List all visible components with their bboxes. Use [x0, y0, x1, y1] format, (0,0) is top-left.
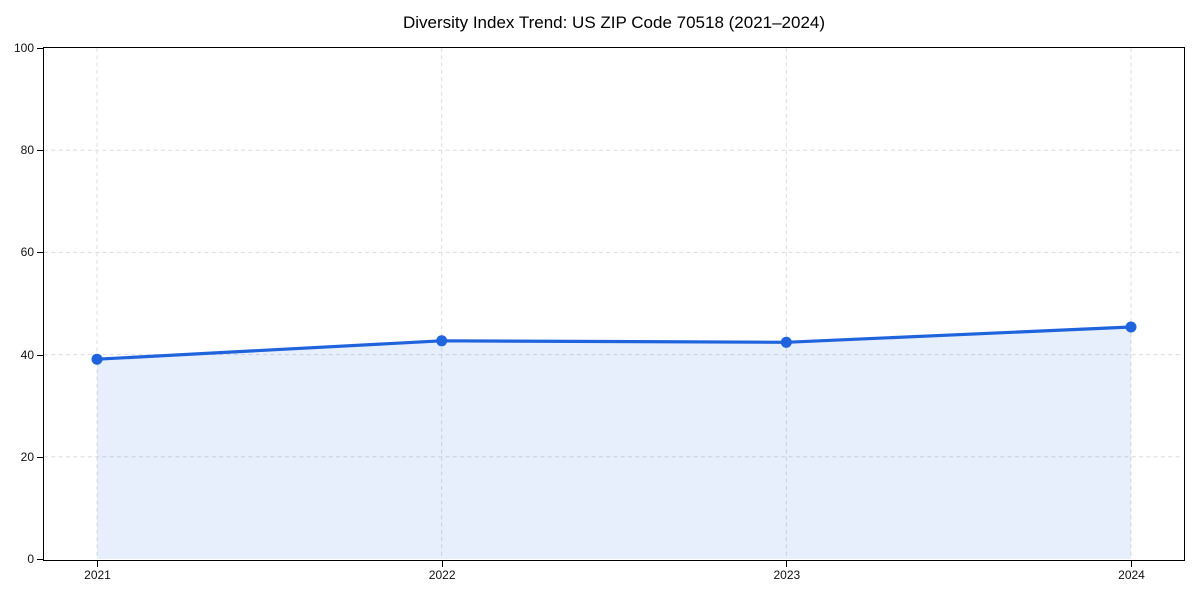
y-tick-mark — [37, 252, 43, 254]
y-tick-mark — [37, 47, 43, 50]
plot-area — [43, 47, 1185, 561]
x-tick-mark — [1130, 561, 1133, 567]
x-tick-label: 2022 — [428, 568, 456, 582]
y-tick-mark — [37, 150, 43, 152]
x-tick-label: 2021 — [84, 568, 111, 582]
line-chart-canvas — [44, 48, 1183, 559]
x-tick-label: 2024 — [1118, 568, 1145, 582]
y-tick-mark — [37, 558, 43, 561]
y-tick-label: 40 — [20, 347, 34, 362]
y-tick-mark — [37, 354, 43, 356]
x-tick-mark — [441, 561, 443, 567]
x-tick-label: 2023 — [773, 568, 801, 582]
y-tick-label: 0 — [27, 552, 34, 566]
y-tick-label: 60 — [20, 245, 34, 260]
y-tick-label: 100 — [13, 41, 34, 55]
x-tick-mark — [786, 561, 788, 567]
y-tick-label: 20 — [20, 449, 34, 464]
chart-title: Diversity Index Trend: US ZIP Code 70518… — [402, 13, 826, 32]
y-tick-label: 80 — [20, 143, 34, 158]
x-tick-mark — [96, 561, 99, 567]
y-tick-mark — [37, 456, 43, 458]
